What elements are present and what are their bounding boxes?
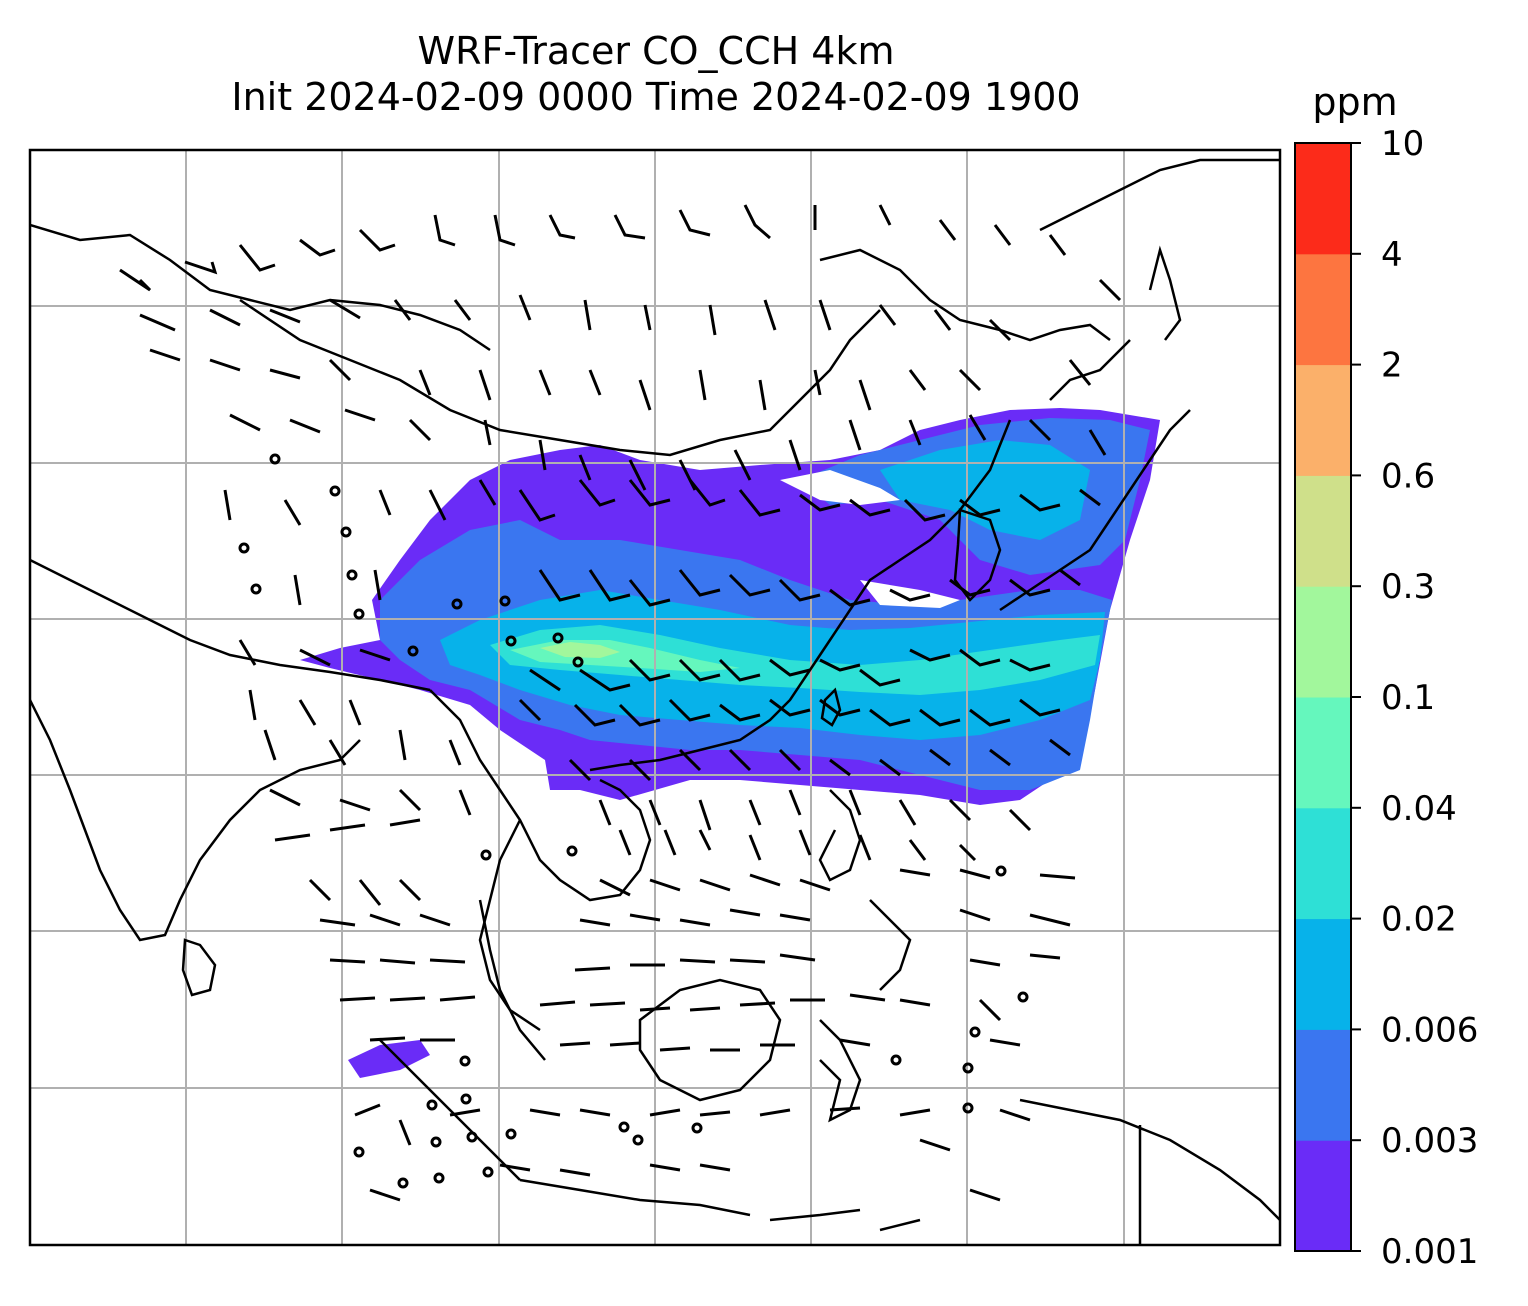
colorbar-band (1295, 697, 1351, 809)
tracer-plume (300, 408, 1160, 1078)
russia-china-border (819, 248, 1111, 342)
wind-barb-row-10 (269, 788, 1032, 832)
coastlines (30, 158, 1280, 1245)
title-line-2: Init 2024-02-09 0000 Time 2024-02-09 190… (231, 75, 1081, 119)
wind-barb-row-17 (354, 1103, 1031, 1146)
colorbar-band (1295, 143, 1351, 255)
colorbar-tick-label: 0.3 (1381, 567, 1435, 607)
korea-peninsula (953, 508, 1002, 602)
wind-barb-row-3 (149, 348, 1092, 411)
taiwan (820, 687, 842, 727)
india-coast (30, 699, 361, 942)
colorbar-tick-label: 0.1 (1381, 678, 1435, 718)
colorbar-tick-label: 2 (1381, 346, 1403, 386)
wind-barb-row-8 (248, 689, 1061, 727)
colorbar-band (1295, 253, 1351, 366)
java (519, 1178, 751, 1217)
sri-lanka (181, 938, 217, 997)
malay-peninsula (478, 899, 546, 1061)
china-east-coast (589, 419, 1012, 772)
mongolia-border (239, 298, 881, 457)
colorbar: 0.001 0.003 0.006 0.02 0.04 0.1 0.3 0.6 2 4 10 (1294, 124, 1478, 1272)
wind-barbs (119, 204, 1122, 1202)
new-guinea (1019, 1098, 1280, 1245)
wind-barb-row-14 (329, 953, 1061, 972)
colorbar-tick-label: 0.001 (1381, 1232, 1478, 1272)
colorbar-tick-label: 0.006 (1381, 1010, 1478, 1050)
plume-band-002 (490, 625, 1100, 695)
wind-barb-row-9 (263, 729, 1071, 782)
wind-barb-row-4 (229, 408, 1107, 491)
colorbar-band (1295, 918, 1351, 1030)
colorbar-tick-label: 0.003 (1381, 1121, 1478, 1161)
wind-barb-row-13 (319, 908, 1071, 927)
title-line-1: WRF-Tracer CO_CCH 4km (417, 29, 895, 73)
colorbar-tick-label: 0.04 (1381, 789, 1457, 829)
wind-barb-row-6 (293, 568, 1081, 607)
colorbar-band (1295, 1140, 1351, 1252)
lesser-sunda (769, 1208, 921, 1232)
philippines (818, 789, 912, 991)
wind-barb-row-north (119, 204, 1067, 292)
colorbar-band (1295, 475, 1351, 587)
colorbar-band (1295, 586, 1351, 698)
colorbar-tick-label: 0.02 (1381, 900, 1457, 940)
wind-barb-row-15 (339, 993, 1002, 1022)
wind-barb-row-18 (369, 1138, 1001, 1202)
wind-barb-row-16 (369, 1036, 1021, 1052)
plume-fragment-south (348, 1040, 430, 1078)
plume-band-01 (540, 642, 620, 658)
map-panel (30, 150, 1280, 1245)
plume-band-0006-north (880, 440, 1090, 540)
himalaya-border (30, 558, 431, 692)
colorbar-band (1295, 364, 1351, 476)
colorbar-tick-label: 0.6 (1381, 456, 1435, 496)
wind-barb-row-5 (223, 479, 1101, 526)
borneo (638, 978, 782, 1102)
colorbar-tick-label: 4 (1381, 235, 1403, 275)
colorbar-ticks: 0.001 0.003 0.006 0.02 0.04 0.1 0.3 0.6 2 4 10 (1351, 124, 1478, 1272)
map-frame (28, 148, 1282, 1247)
wind-barb-row-11 (274, 818, 977, 862)
colorbar-band (1295, 1029, 1351, 1141)
colorbar-band (1295, 807, 1351, 920)
japan (999, 245, 1191, 612)
colorbar-unit-label: ppm (1312, 80, 1398, 124)
calm-circles (238, 453, 1029, 1189)
russia-coast (1039, 158, 1280, 401)
colorbar-tick-label: 10 (1381, 124, 1424, 164)
wind-barb-row-12 (308, 868, 1076, 906)
wind-barb-row-7 (238, 639, 1051, 692)
gridlines (30, 150, 1280, 1245)
wind-barb-row-2 (139, 278, 1122, 342)
colorbar-bands (1295, 143, 1351, 1252)
northwest-border (30, 223, 491, 352)
map-title: WRF-Tracer CO_CCH 4km Init 2024-02-09 00… (30, 28, 1282, 120)
plume-holes (780, 470, 960, 608)
